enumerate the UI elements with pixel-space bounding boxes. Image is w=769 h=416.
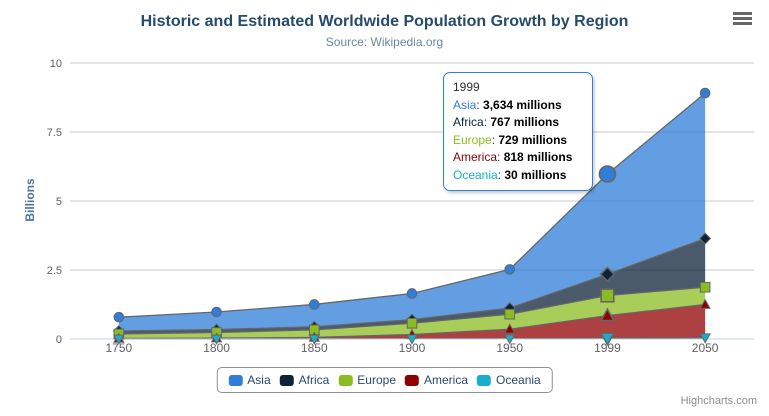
tooltip-series-value: 30 millions: [504, 167, 567, 182]
hamburger-menu-icon: [733, 12, 752, 25]
marker-europe-1999[interactable]: [600, 288, 615, 303]
legend-symbol-europe: [338, 374, 353, 386]
legend-label: Africa: [298, 373, 330, 387]
marker-asia-2050[interactable]: [699, 87, 711, 99]
area-africa[interactable]: [118, 238, 706, 334]
tooltip-row: Africa: 767 millions: [453, 115, 560, 129]
marker-america-2050[interactable]: [699, 298, 711, 309]
legend-label: Europe: [357, 373, 397, 387]
tooltip-rows: Asia: 3,634 millions Africa: 767 millions…: [453, 97, 583, 185]
marker-africa-1999[interactable]: [599, 266, 616, 283]
tooltip-series-value: 818 millions: [503, 150, 573, 164]
marker-asia-1999[interactable]: [598, 165, 617, 183]
marker-america-1950[interactable]: [503, 323, 516, 334]
chart-title: Historic and Estimated Worldwide Populat…: [140, 13, 629, 30]
chart-subtitle: Source: Wikipedia.org: [325, 35, 444, 49]
legend-symbol-asia: [228, 374, 243, 386]
x-axis-label: 1850: [301, 341, 328, 355]
x-axis-label: 1800: [203, 341, 230, 355]
tooltip-series-value: 729 millions: [498, 132, 568, 147]
legend-symbol-america: [405, 374, 420, 386]
x-axis-label: 2050: [692, 341, 719, 355]
marker-asia-1750[interactable]: [113, 311, 125, 323]
marker-europe-1900[interactable]: [406, 317, 418, 329]
marker-europe-1950[interactable]: [504, 308, 516, 320]
credits-link[interactable]: Highcharts.com: [680, 395, 757, 407]
tooltip-header: 1999: [453, 80, 480, 94]
x-axis-label: 1999: [594, 341, 621, 355]
marker-oceania-1750[interactable]: [113, 334, 125, 345]
legend-label: America: [424, 373, 469, 387]
legend-symbol-africa: [279, 374, 294, 386]
legend-item-africa[interactable]: Africa: [279, 373, 330, 387]
tooltip-row: Europe: 729 millions: [453, 132, 568, 147]
y-axis-label: 2.5: [47, 265, 62, 277]
marker-asia-1900[interactable]: [406, 288, 418, 299]
y-axis-label: 5: [56, 196, 62, 208]
legend-symbol-oceania: [477, 374, 492, 386]
tooltip: 1999 Asia: 3,634 millions Africa: 767 mil…: [443, 72, 593, 191]
marker-oceania-1850[interactable]: [308, 334, 321, 345]
marker-america-1999[interactable]: [599, 307, 616, 322]
marker-oceania-1950[interactable]: [503, 334, 516, 345]
tooltip-row: America: 818 millions: [453, 150, 573, 164]
legend-label: Asia: [247, 373, 271, 387]
tooltip-row: Asia: 3,634 millions: [453, 97, 562, 112]
x-axis-label: 1900: [399, 341, 426, 355]
tooltip-series-name: America: [453, 150, 498, 164]
tooltip-series-name: Africa: [453, 115, 484, 129]
tooltip-series-name: Europe: [453, 132, 492, 147]
marker-oceania-1999[interactable]: [599, 332, 616, 347]
marker-oceania-1800[interactable]: [210, 334, 223, 345]
marker-asia-1950[interactable]: [504, 264, 516, 275]
marker-oceania-1900[interactable]: [406, 334, 418, 345]
legend-item-asia[interactable]: Asia: [228, 373, 271, 387]
y-axis-label: 0: [56, 334, 62, 346]
y-axis-label: 7.5: [47, 127, 62, 139]
legend: Asia Africa Europe America Oceania: [216, 367, 553, 393]
x-axis-label: 1750: [106, 341, 133, 355]
y-axis-title: Billions: [23, 178, 37, 222]
marker-europe-2050[interactable]: [699, 281, 711, 293]
tooltip-row: Oceania: 30 millions: [453, 167, 567, 182]
marker-oceania-2050[interactable]: [699, 333, 711, 344]
tooltip-series-value: 767 millions: [490, 115, 560, 129]
legend-item-america[interactable]: America: [405, 373, 468, 387]
export-menu-button[interactable]: [733, 12, 752, 26]
tooltip-series-name: Oceania: [453, 167, 498, 182]
legend-label: Oceania: [496, 373, 541, 387]
area-asia[interactable]: [118, 93, 706, 332]
marker-africa-2050[interactable]: [699, 232, 712, 245]
legend-item-oceania[interactable]: Oceania: [477, 373, 541, 387]
tooltip-series-value: 3,634 millions: [483, 97, 562, 112]
y-axis-label: 10: [50, 58, 62, 70]
legend-item-europe[interactable]: Europe: [338, 373, 396, 387]
tooltip-series-name: Asia: [453, 97, 477, 112]
x-axis-label: 1950: [496, 341, 523, 355]
marker-asia-1850[interactable]: [308, 299, 320, 310]
area-america[interactable]: [118, 304, 706, 339]
marker-asia-1800[interactable]: [211, 306, 222, 318]
